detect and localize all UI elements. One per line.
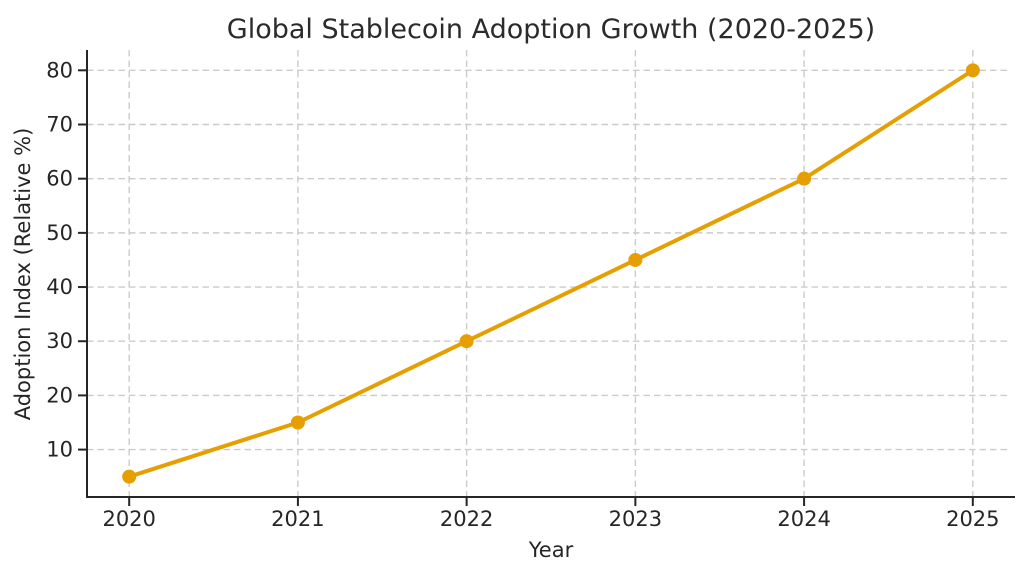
data-point-marker	[965, 63, 980, 78]
x-tick-label: 2022	[440, 507, 493, 531]
data-point-marker	[797, 171, 812, 186]
y-tick-label: 50	[46, 221, 73, 245]
y-tick-label: 10	[46, 438, 73, 462]
x-tick-label: 2025	[946, 507, 999, 531]
x-tick-label: 2023	[609, 507, 662, 531]
data-point-marker	[122, 469, 137, 484]
tick-labels: 2020 2021 2022 2023 2024 2025 10 20 30 40 50 60 70 80	[46, 58, 999, 531]
x-tick-label: 2024	[777, 507, 830, 531]
y-tick-label: 70	[46, 113, 73, 137]
y-tick-label: 60	[46, 167, 73, 191]
x-tick-label: 2020	[102, 507, 155, 531]
data-point-marker	[628, 252, 643, 267]
y-tick-label: 20	[46, 383, 73, 407]
axis-ticks	[78, 69, 974, 506]
y-tick-label: 80	[46, 58, 73, 82]
x-axis-label: Year	[528, 538, 574, 562]
data-series	[122, 63, 980, 484]
chart-title: Global Stablecoin Adoption Growth (2020-…	[227, 14, 875, 45]
gridlines	[87, 50, 1010, 497]
data-point-marker	[459, 334, 474, 349]
series-line	[127, 68, 975, 479]
y-tick-label: 30	[46, 329, 73, 353]
y-axis-label: Adoption Index (Relative %)	[11, 128, 35, 421]
data-point-marker	[290, 415, 305, 430]
x-tick-label: 2021	[271, 507, 324, 531]
y-tick-label: 40	[46, 275, 73, 299]
